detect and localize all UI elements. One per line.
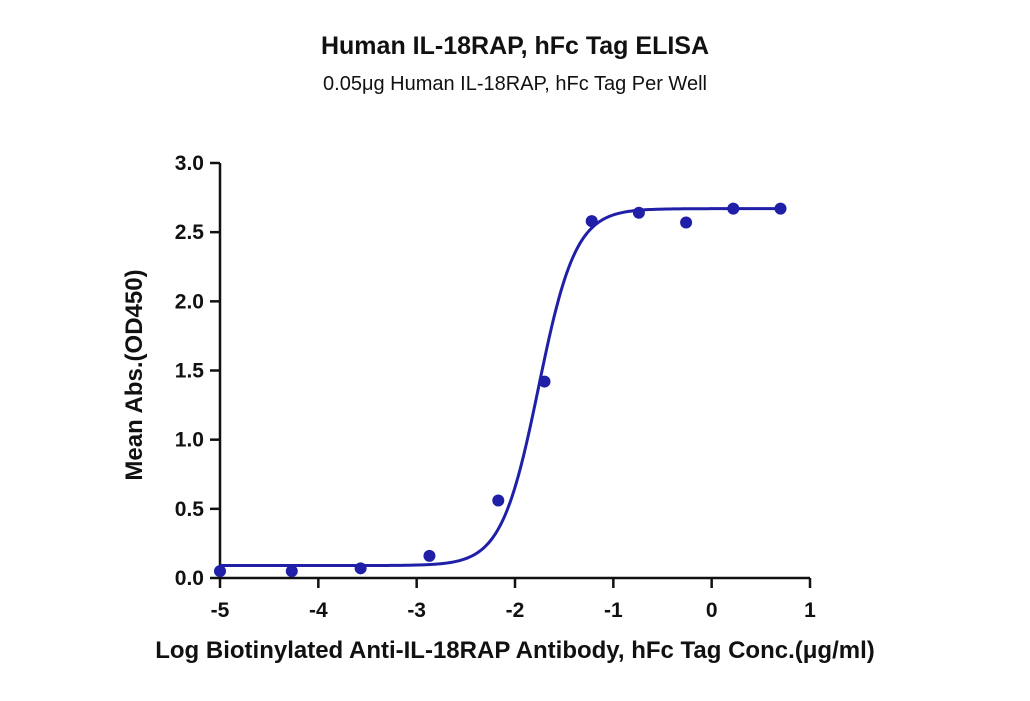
data-point xyxy=(727,202,740,215)
y-tick-label: 0.5 xyxy=(175,498,205,521)
x-tick-label: 0 xyxy=(706,599,718,622)
data-point xyxy=(214,565,226,578)
chart-subtitle: 0.05μg Human IL-18RAP, hFc Tag Per Well xyxy=(323,73,707,95)
y-axis-label: Mean Abs.(OD450) xyxy=(121,269,148,480)
fit-curve xyxy=(220,207,781,568)
y-tick-label: 3.0 xyxy=(175,152,204,175)
x-tick-label: -5 xyxy=(211,599,230,622)
x-axis-label: Log Biotinylated Anti-IL-18RAP Antibody,… xyxy=(155,637,875,664)
data-point xyxy=(285,565,298,578)
data-points-layer xyxy=(214,202,787,578)
data-point xyxy=(680,216,693,229)
y-tick-label: 2.5 xyxy=(175,221,205,244)
y-tick-label: 0.0 xyxy=(175,567,204,590)
x-tick-label: -1 xyxy=(604,599,623,622)
x-tick-label: 1 xyxy=(804,599,816,622)
y-tick-label: 2.0 xyxy=(175,290,204,313)
y-ticks: 0.0 0.5 1.0 1.5 2.0 2.5 3.0 xyxy=(175,152,220,590)
data-point xyxy=(538,375,551,388)
fit-curve-layer xyxy=(220,207,781,568)
data-point xyxy=(354,562,367,575)
data-point xyxy=(492,494,505,507)
data-point xyxy=(632,206,645,219)
data-point xyxy=(423,549,436,562)
x-tick-label: -3 xyxy=(407,599,426,622)
data-point xyxy=(774,202,787,215)
x-ticks: -5 -4 -3 -2 -1 0 1 xyxy=(211,578,816,622)
chart-title: Human IL-18RAP, hFc Tag ELISA xyxy=(321,32,709,60)
x-tick-label: -2 xyxy=(506,599,525,622)
data-point xyxy=(585,215,598,228)
x-tick-label: -4 xyxy=(309,599,328,622)
y-tick-label: 1.0 xyxy=(175,429,204,452)
plot-area: 0.0 0.5 1.0 1.5 2.0 2.5 3.0 -5 -4 -3 -2 -1 0 1 xyxy=(175,152,816,622)
y-tick-label: 1.5 xyxy=(175,360,205,383)
